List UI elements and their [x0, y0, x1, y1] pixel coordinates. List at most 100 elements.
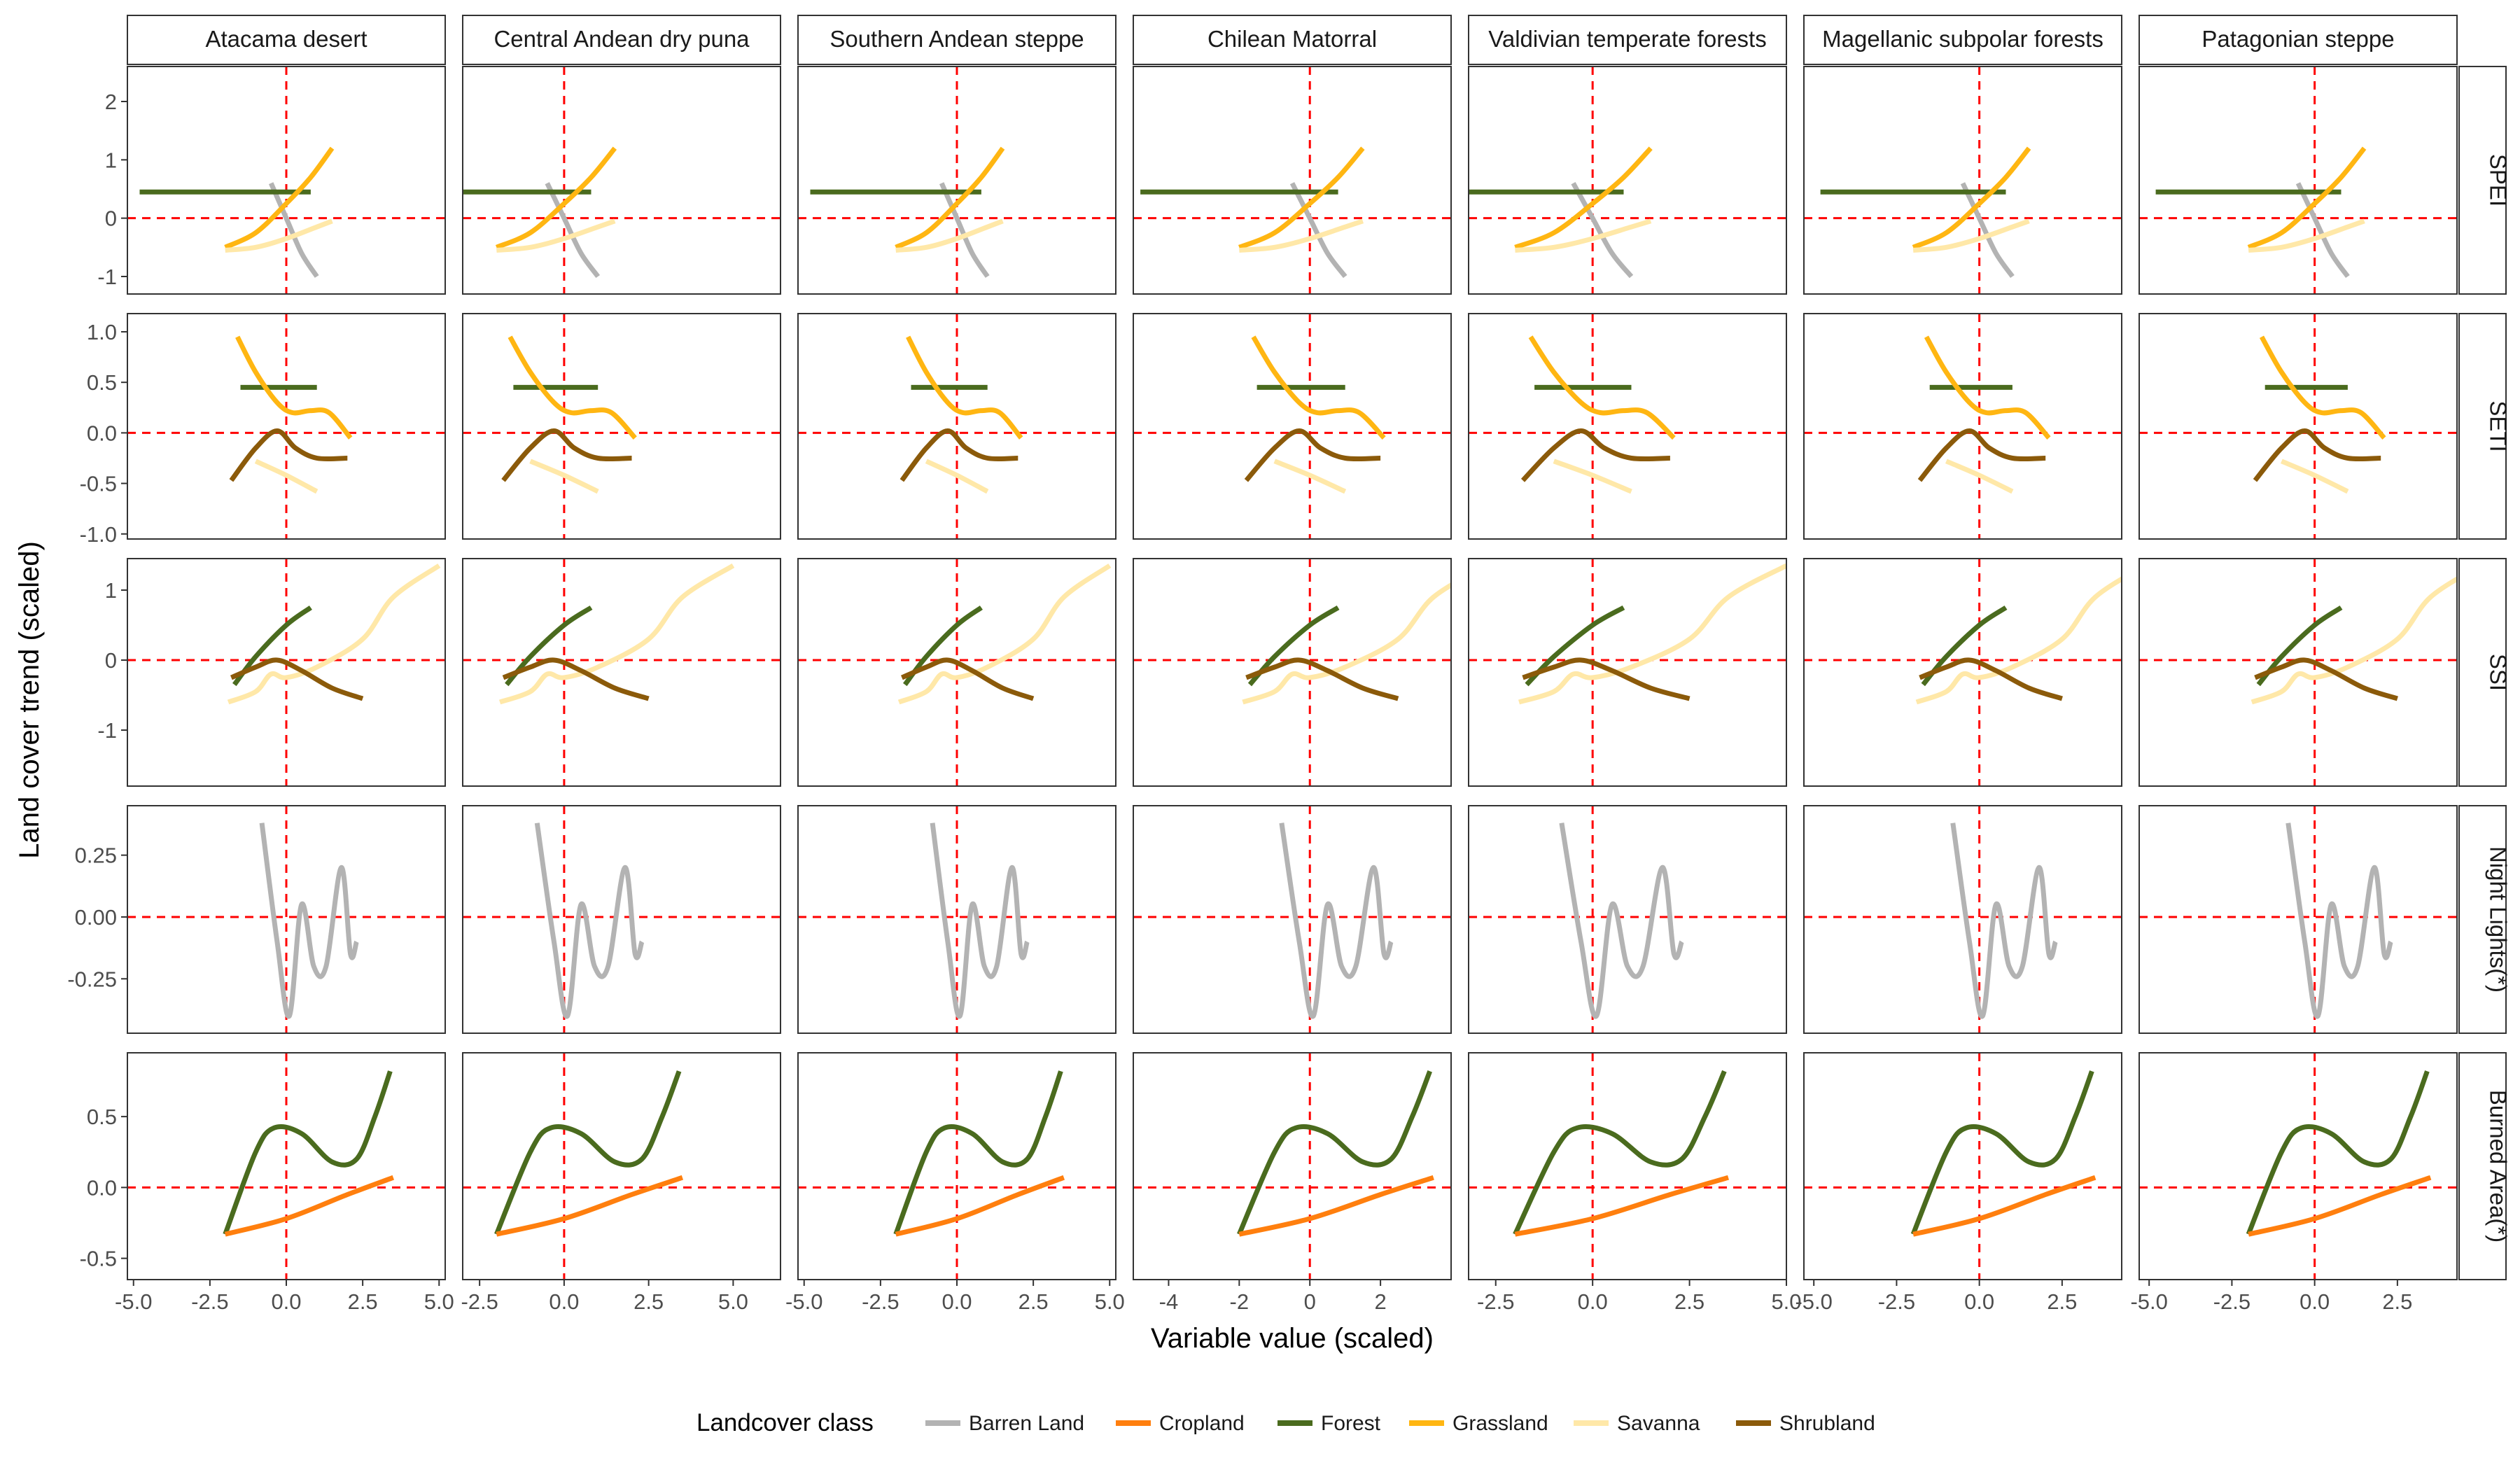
legend: Landcover class Barren Land Cropland Forest… [696, 1409, 1875, 1436]
y-tick-label: 0.0 [87, 421, 117, 445]
legend-label-savanna: Savanna [1617, 1412, 1700, 1435]
y-tick-label: 0.5 [87, 370, 117, 395]
panel-seti-valdivian-temperate-forests [1468, 313, 1787, 540]
x-tick-label: -2 [1230, 1289, 1250, 1314]
panel-ssi-central-andean-dry-puna [462, 558, 781, 787]
y-tick-label: 0 [105, 648, 117, 673]
curve-savanna [1915, 576, 2122, 705]
legend-label-cropland: Cropland [1159, 1412, 1245, 1435]
legend-label-grassland: Grassland [1452, 1412, 1548, 1435]
panel-ssi-southern-andean-steppe [797, 558, 1116, 787]
y-axis-title: Land cover trend (scaled) [14, 541, 45, 859]
panel-border [2138, 66, 2458, 295]
x-tick-label: -2.5 [862, 1289, 899, 1314]
panel-border [797, 66, 1116, 295]
curve-forest [494, 1070, 682, 1236]
panel-background [1469, 314, 1786, 539]
panel-burned-area-chilean-matorral [1133, 1052, 1452, 1280]
x-tick-label: 5.0 [1771, 1289, 1801, 1314]
panel-night-lights-central-andean-dry-puna [462, 805, 781, 1034]
curve-savanna [254, 458, 318, 494]
panel-border [797, 805, 1116, 1034]
curve-savanna [2281, 458, 2349, 494]
strip-label-chilean-matorral: Chilean Matorral [1208, 26, 1377, 52]
y-tick-label: -1 [97, 265, 117, 289]
curve-grassland [1514, 146, 1653, 250]
curve-grassland [1238, 146, 1365, 250]
panel-border [1133, 66, 1452, 295]
curve-cropland [2248, 1175, 2432, 1237]
curve-savanna [1912, 218, 2030, 253]
x-tick-label: -2.5 [461, 1289, 498, 1314]
curve-shrubland [1919, 657, 2063, 701]
strip-seti [2458, 313, 2507, 540]
curve-shrubland [2253, 428, 2381, 482]
x-tick-label: -5.0 [785, 1289, 822, 1314]
x-axis-title: Variable value (scaled) [1151, 1323, 1434, 1354]
curve-grassland [895, 146, 1005, 250]
panel-seti-patagonian-steppe [2138, 313, 2458, 540]
panel-night-lights-valdivian-temperate-forests [1468, 805, 1787, 1034]
x-axes: -5.0 -2.5 0.0 2.5 5.0 -2.5 0.0 2.5 5.0 -5.0 -2.5 0.… [115, 1280, 2412, 1314]
strip-southern-andean-steppe [797, 15, 1116, 65]
curve-cropland [895, 1175, 1065, 1237]
curve-shrubland [899, 428, 1018, 482]
panel-background [127, 66, 445, 294]
panel-spei-central-andean-dry-puna [462, 66, 781, 295]
curve-grassland [2259, 335, 2386, 440]
strip-atacama-desert [127, 15, 446, 65]
y-tick-label: 1 [105, 148, 117, 172]
x-tick-label: 2 [1374, 1289, 1386, 1314]
panel-border [1803, 805, 2122, 1034]
strip-label-ssi: SSI [2486, 654, 2512, 691]
panel-border [2138, 558, 2458, 787]
x-tick-label: 2.5 [348, 1289, 378, 1314]
y-tick-label: 1.0 [87, 320, 117, 344]
strip-label-magellanic-subpolar-forests: Magellanic subpolar forests [1822, 26, 2104, 52]
legend-label-barren-land: Barren Land [969, 1412, 1084, 1435]
curve-grassland [235, 335, 353, 440]
panel-background [1133, 1053, 1451, 1280]
panel-spei-atacama-desert [127, 66, 446, 295]
column-strips: Atacama desert Central Andean dry puna Sou… [127, 15, 2458, 65]
x-tick-label: 2.5 [1674, 1289, 1704, 1314]
panel-background [2139, 1053, 2457, 1280]
curve-savanna [1273, 458, 1347, 494]
x-tick-label: 2.5 [634, 1289, 664, 1314]
strip-ssi [2458, 558, 2507, 787]
curve-shrubland [501, 428, 632, 482]
strip-burned-area [2458, 1052, 2507, 1280]
curve-grassland [1912, 146, 2031, 250]
curve-cropland [224, 1175, 395, 1237]
curve-shrubland [2254, 657, 2398, 701]
curve-shrubland [502, 657, 650, 701]
panel-night-lights-patagonian-steppe [2138, 805, 2458, 1034]
x-tick-label: 5.0 [424, 1289, 454, 1314]
panel-background [1133, 806, 1451, 1033]
panel-ssi-atacama-desert [127, 558, 446, 787]
panel-border [462, 558, 781, 787]
strip-magellanic-subpolar-forests [1803, 15, 2122, 65]
y-tick-label: -1.0 [80, 522, 117, 547]
strip-label-atacama-desert: Atacama desert [205, 26, 367, 52]
panel-border [127, 66, 446, 295]
curve-savanna [2250, 576, 2457, 705]
panel-border [2138, 805, 2458, 1034]
panel-night-lights-magellanic-subpolar-forests [1803, 805, 2122, 1034]
strip-night-lights [2458, 805, 2507, 1034]
panel-background [1133, 314, 1451, 539]
y-axes: -1 0 1 2 -1.0 -0.5 0.0 0.5 1.0 -1 0 1 -0.25 0.00 0.25 -… [67, 90, 127, 1271]
panel-seti-chilean-matorral [1133, 313, 1452, 540]
panel-border [797, 313, 1116, 540]
panel-border [1468, 66, 1787, 295]
panel-border [1803, 313, 2122, 540]
curve-grassland [507, 335, 637, 440]
x-tick-label: 2.5 [1018, 1289, 1049, 1314]
panel-background [2139, 314, 2457, 539]
y-tick-label: 0 [105, 206, 117, 231]
panel-border [1803, 558, 2122, 787]
y-tick-label: -0.5 [80, 472, 117, 496]
legend-label-shrubland: Shrubland [1779, 1412, 1875, 1435]
panel-border [1133, 313, 1452, 540]
curve-grassland [1924, 335, 2051, 440]
